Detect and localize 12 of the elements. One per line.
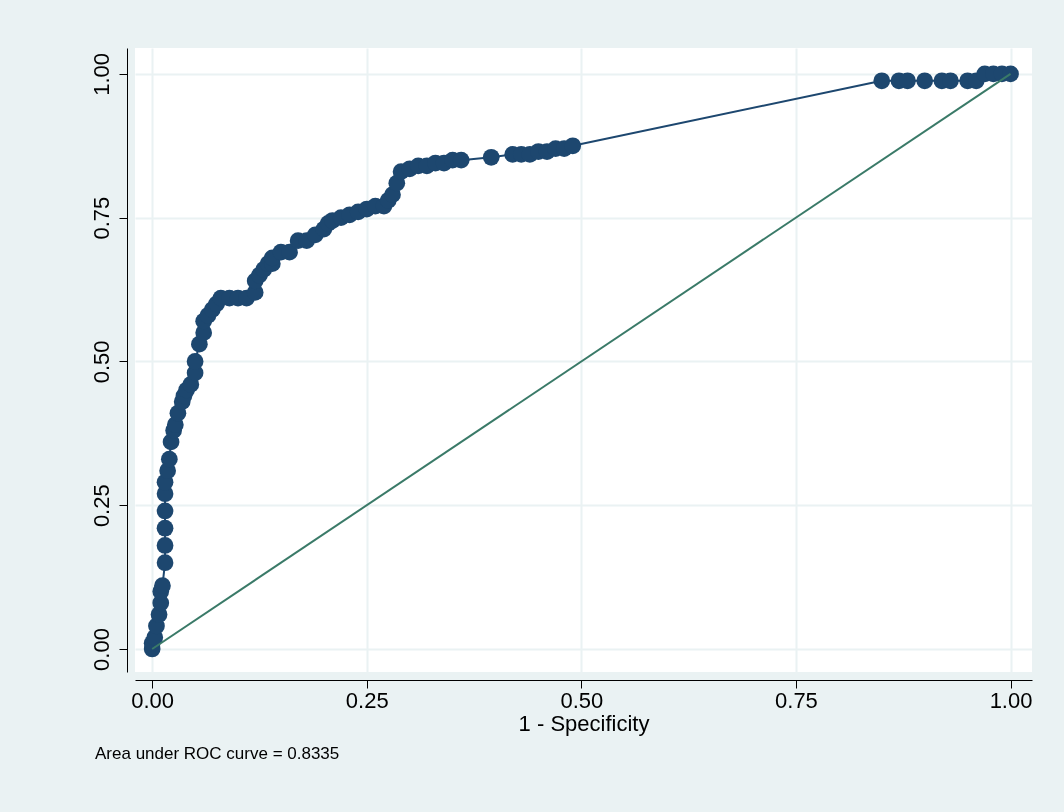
y-tick-label: 0.25 bbox=[88, 484, 114, 528]
x-tick-label: 0.50 bbox=[560, 687, 604, 713]
text: Area under ROC curve = 0.8335 bbox=[95, 744, 340, 763]
x-tick-label: 0.00 bbox=[131, 687, 175, 713]
y-tick-label: 0.75 bbox=[88, 196, 114, 240]
x-tick-label: 0.25 bbox=[345, 687, 389, 713]
x-tick-label: 0.75 bbox=[775, 687, 818, 713]
y-tick-label: 0.50 bbox=[88, 340, 114, 384]
y-tick-label: 1.00 bbox=[88, 52, 114, 96]
x-tick-label: 1.00 bbox=[989, 687, 1033, 713]
x-axis-title: 1 - Specificity bbox=[518, 710, 650, 736]
y-tick-label: 0.00 bbox=[88, 628, 114, 671]
